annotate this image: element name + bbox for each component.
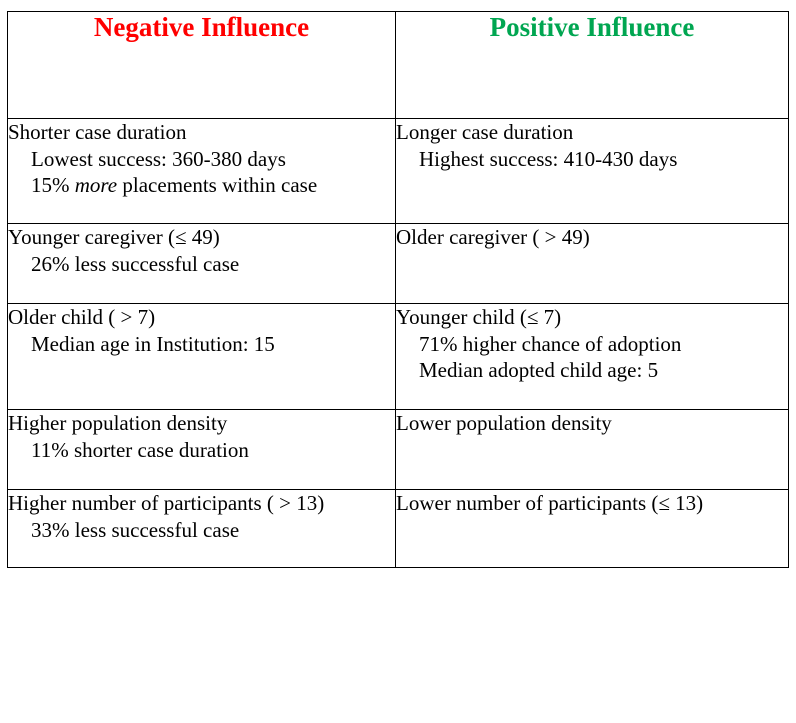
influence-table: Negative Influence Positive Influence Sh… xyxy=(7,11,789,568)
positive-cell: Lower number of participants (≤ 13) xyxy=(395,489,789,568)
factor-label: Lower population density xyxy=(396,411,612,435)
header-row: Negative Influence Positive Influence xyxy=(7,11,789,119)
positive-cell: Lower population density xyxy=(395,409,789,490)
factor-detail: 15% more placements within case xyxy=(8,172,395,199)
factor-detail: Lowest success: 360-380 days xyxy=(31,146,286,171)
positive-influence-header: Positive Influence xyxy=(395,11,789,119)
negative-cell: Older child ( > 7) Median age in Institu… xyxy=(7,303,396,410)
factor-label: Longer case duration xyxy=(396,120,574,144)
table-row: Higher population density 11% shorter ca… xyxy=(7,409,789,490)
negative-cell: Shorter case duration Lowest success: 36… xyxy=(7,118,396,224)
detail-text: placements within case xyxy=(117,173,318,197)
detail-emphasis: more xyxy=(74,173,118,197)
positive-cell: Longer case duration Highest success: 41… xyxy=(395,118,789,224)
positive-cell: Younger child (≤ 7) 71% higher chance of… xyxy=(395,303,789,410)
factor-label: Older child ( > 7) xyxy=(8,305,156,329)
factor-detail: Highest success: 410-430 days xyxy=(419,146,678,171)
factor-label: Lower number of participants (≤ 13) xyxy=(396,491,704,515)
positive-cell: Older caregiver ( > 49) xyxy=(395,223,789,304)
factor-label: Shorter case duration xyxy=(8,120,187,144)
factor-detail: Median adopted child age: 5 xyxy=(419,358,659,382)
factor-label: Higher number of participants ( > 13) xyxy=(8,491,325,515)
factor-detail: 26% less successful case xyxy=(31,251,240,276)
factor-detail: 11% shorter case duration xyxy=(31,437,249,462)
factor-label: Older caregiver ( > 49) xyxy=(396,225,590,249)
negative-cell: Higher population density 11% shorter ca… xyxy=(7,409,396,490)
factor-detail: 71% higher chance of adoption xyxy=(419,331,682,356)
negative-cell: Younger caregiver (≤ 49) 26% less succes… xyxy=(7,223,396,304)
negative-cell: Higher number of participants ( > 13) 33… xyxy=(7,489,396,568)
table-row: Younger caregiver (≤ 49) 26% less succes… xyxy=(7,223,789,304)
factor-label: Younger caregiver (≤ 49) xyxy=(8,225,220,249)
table-row: Older child ( > 7) Median age in Institu… xyxy=(7,303,789,410)
factor-label: Younger child (≤ 7) xyxy=(396,305,562,329)
table-row: Higher number of participants ( > 13) 33… xyxy=(7,489,789,568)
negative-influence-header: Negative Influence xyxy=(7,11,396,119)
factor-detail: Median age in Institution: 15 xyxy=(31,331,275,356)
detail-text: 15% xyxy=(31,173,75,197)
factor-detail: 33% less successful case xyxy=(31,517,240,542)
table-row: Shorter case duration Lowest success: 36… xyxy=(7,118,789,224)
factor-label: Higher population density xyxy=(8,411,228,435)
